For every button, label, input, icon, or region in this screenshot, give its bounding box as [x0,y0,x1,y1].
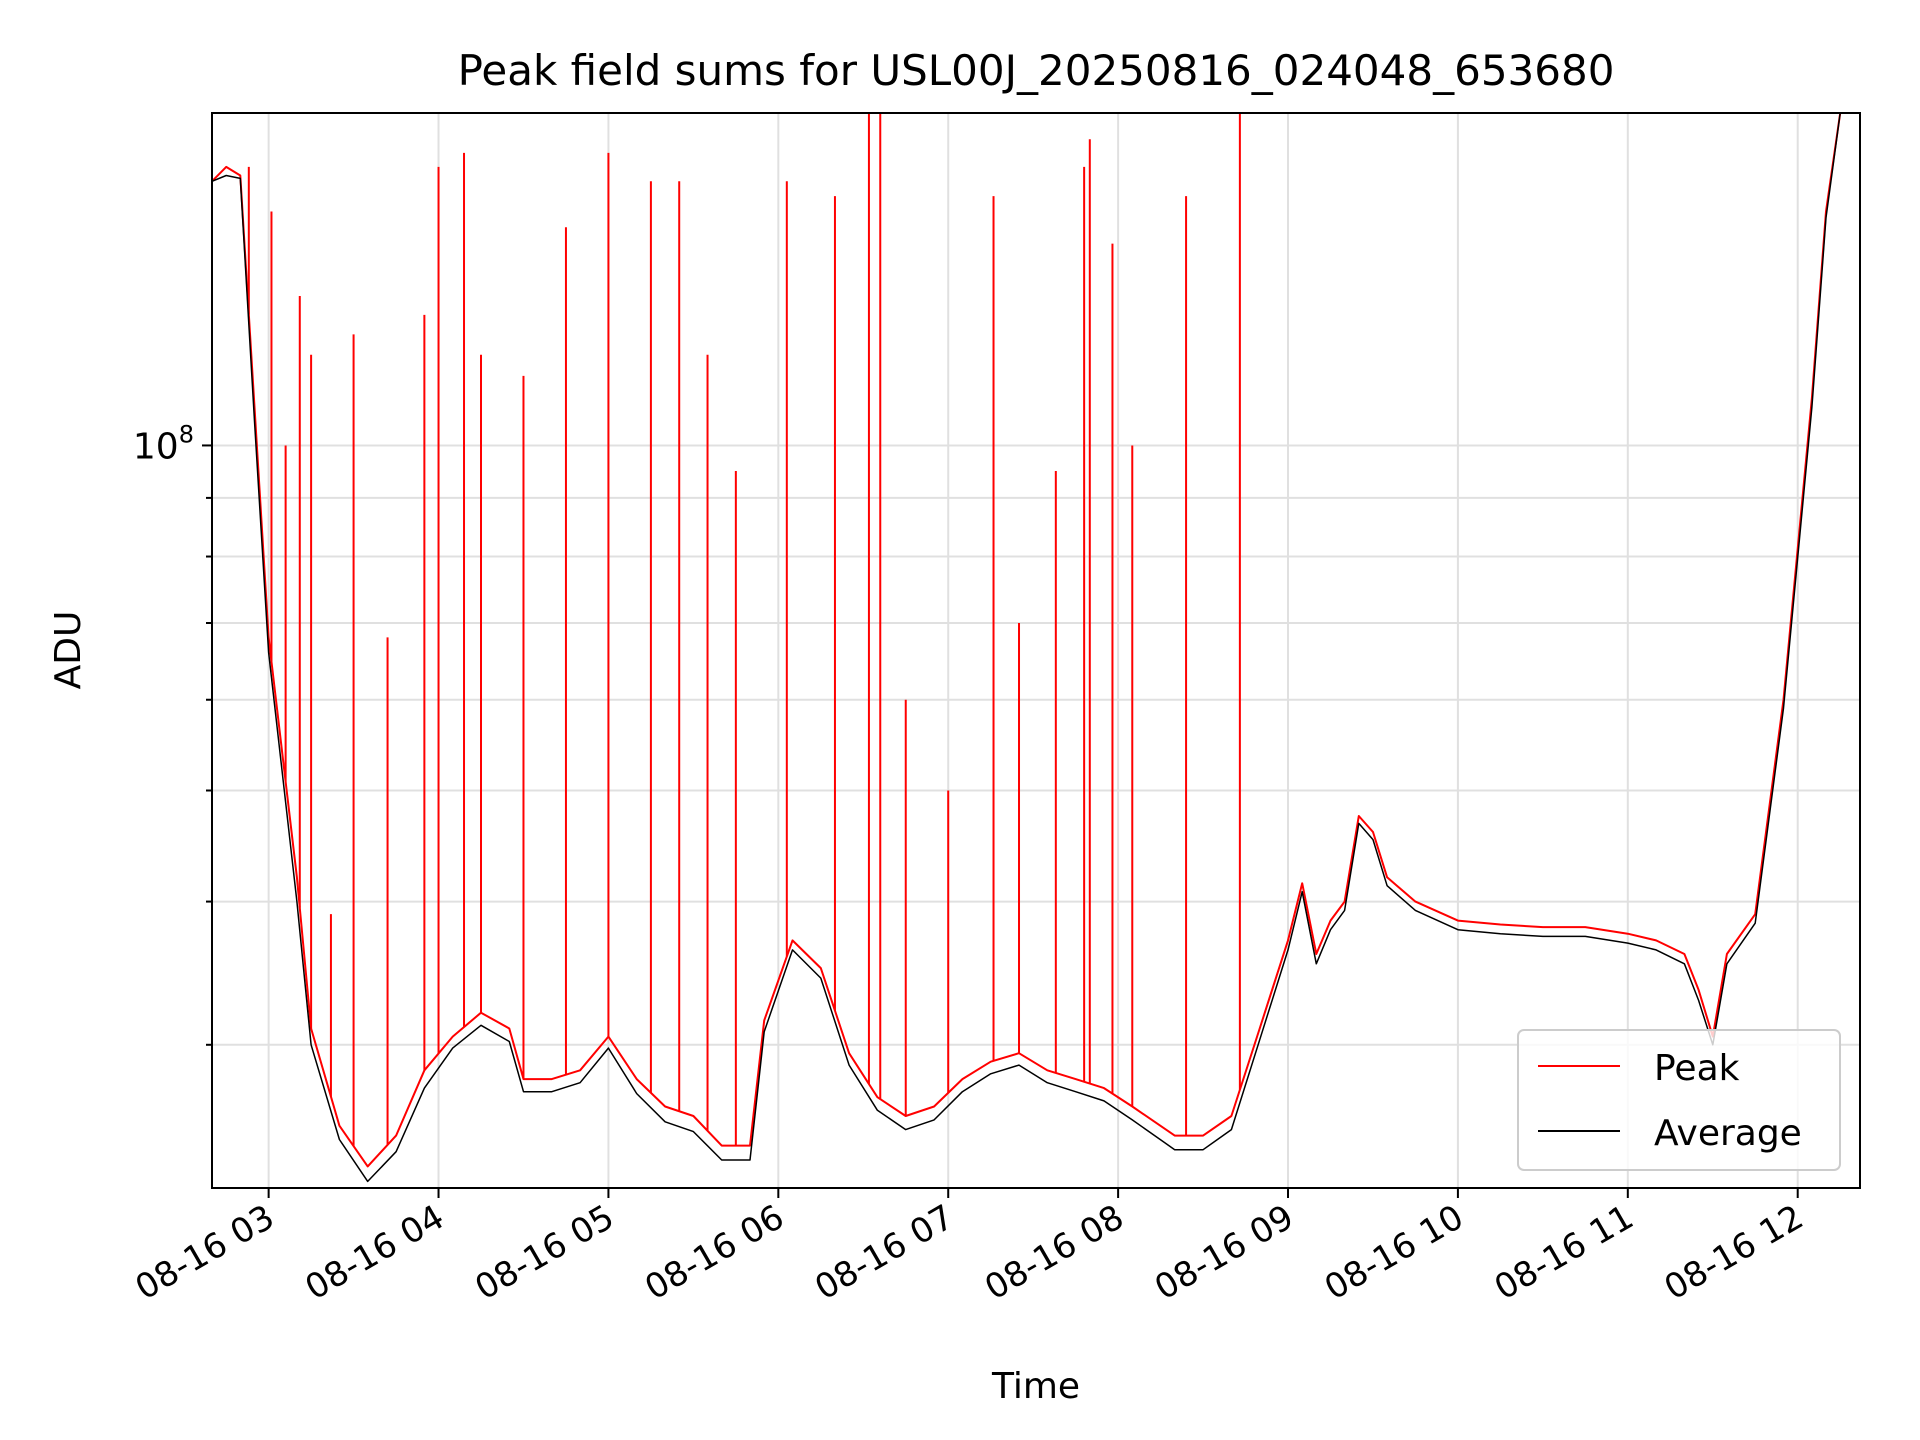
y-tick-label: 108 [133,420,194,467]
legend-label-peak: Peak [1654,1048,1740,1089]
series-line-peak [212,113,1860,1168]
series-layer [212,113,1860,1183]
legend-label-average: Average [1654,1113,1802,1154]
y-axis-label: ADU [48,611,89,690]
legend: Peak Average [1517,1029,1841,1171]
y-axis-ticks: 108 [133,420,212,1046]
plot-frame [211,112,1861,1189]
chart-title: Peak field sums for USL00J_20250816_0240… [458,46,1615,95]
series-line-average [212,113,1860,1183]
x-axis-label: Time [991,1366,1080,1407]
